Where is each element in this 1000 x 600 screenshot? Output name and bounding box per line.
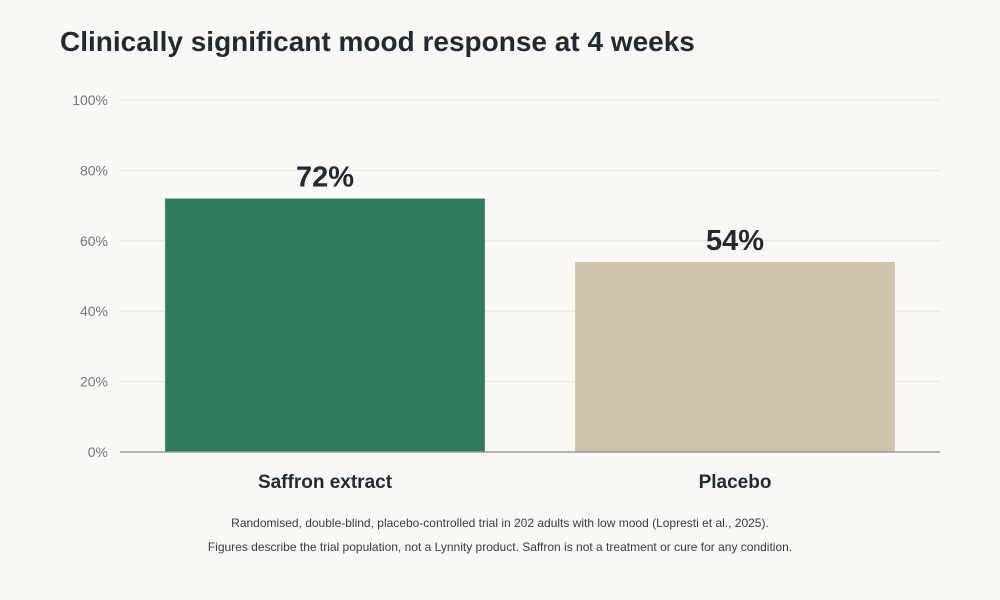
chart-title: Clinically significant mood response at … xyxy=(60,26,695,57)
footnote-disclaimer: Figures describe the trial population, n… xyxy=(207,540,793,554)
y-tick-label: 100% xyxy=(72,92,108,108)
bar-value-label: 54% xyxy=(706,225,764,257)
y-axis-ticks: 0% 20% 40% 60% 80% 100% xyxy=(72,92,108,460)
y-tick-label: 0% xyxy=(88,444,108,460)
bars xyxy=(165,198,895,452)
value-labels: 72% 54% xyxy=(296,162,764,257)
bar-saffron-extract xyxy=(165,198,485,452)
y-tick-label: 40% xyxy=(80,303,108,319)
x-category-label: Placebo xyxy=(699,472,772,493)
bar-value-label: 72% xyxy=(296,162,354,194)
y-tick-label: 20% xyxy=(80,374,108,390)
x-category-label: Saffron extract xyxy=(258,472,393,493)
x-axis-labels: Saffron extract Placebo xyxy=(258,472,771,493)
y-tick-label: 80% xyxy=(80,162,108,178)
footnote-study: Randomised, double-blind, placebo-contro… xyxy=(231,516,769,530)
bar-placebo xyxy=(575,261,895,452)
y-tick-label: 60% xyxy=(80,233,108,249)
